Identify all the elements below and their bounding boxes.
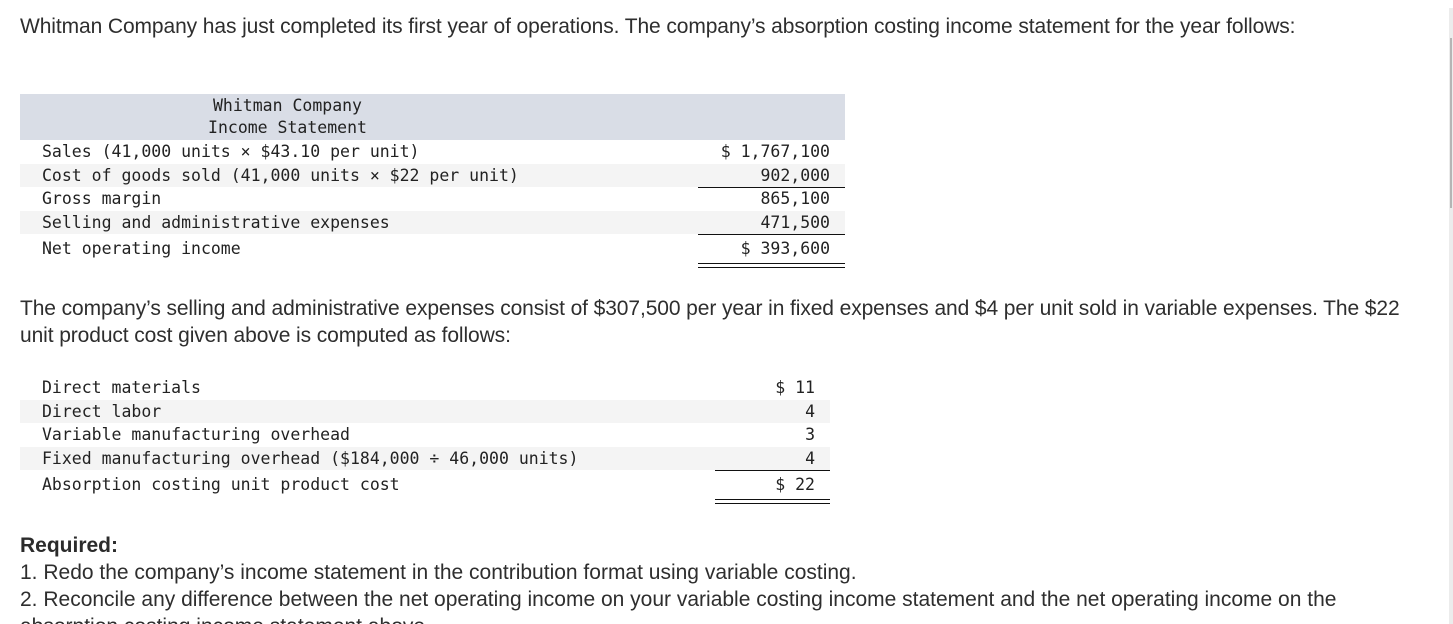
statement-title: Income Statement <box>208 118 367 137</box>
row-amount: 4 <box>805 448 815 468</box>
income-statement-header: Whitman Company Income Statement <box>20 94 845 140</box>
row-label: Fixed manufacturing overhead ($184,000 ÷… <box>42 448 579 468</box>
row-amount: $ 1,767,100 <box>720 142 830 161</box>
row-label: Sales (41,000 units × $43.10 per unit) <box>42 142 420 161</box>
table-row-gross-margin: Gross margin 865,100 <box>20 187 845 211</box>
table-row-unit-product-cost: Absorption costing unit product cost $ 2… <box>20 470 830 504</box>
table-row-variable-overhead: Variable manufacturing overhead 3 <box>20 423 830 447</box>
table-row-selling-admin: Selling and administrative expenses 471,… <box>20 210 845 235</box>
row-label: Selling and administrative expenses <box>42 212 390 232</box>
row-label: Direct materials <box>42 378 201 397</box>
required-heading: Required: <box>20 534 119 557</box>
row-amount: 471,500 <box>760 212 830 232</box>
unit-cost-table: Direct materials $ 11 Direct labor 4 Var… <box>20 376 830 504</box>
row-amount: $ 393,600 <box>740 239 830 258</box>
row-amount: 3 <box>805 425 815 444</box>
row-amount: 902,000 <box>760 165 830 185</box>
row-amount: $ 11 <box>775 378 815 397</box>
scrollbar-thumb[interactable] <box>1450 38 1452 208</box>
table-row-fixed-overhead: Fixed manufacturing overhead ($184,000 ÷… <box>20 446 830 471</box>
required-list: 1. Redo the company’s income statement i… <box>20 559 1400 624</box>
expense-paragraph: The company’s selling and administrative… <box>20 297 1400 347</box>
row-label: Net operating income <box>42 239 241 258</box>
required-item-2: 2. Reconcile any difference between the … <box>20 588 1337 624</box>
required-item-1: 1. Redo the company’s income statement i… <box>20 561 857 584</box>
double-underline <box>715 499 830 504</box>
double-underline <box>698 263 845 268</box>
row-amount: $ 22 <box>775 475 815 494</box>
table-row-sales: Sales (41,000 units × $43.10 per unit) $… <box>20 140 845 164</box>
row-label: Gross margin <box>42 189 162 208</box>
table-row-direct-labor: Direct labor 4 <box>20 399 830 423</box>
row-amount: 865,100 <box>760 189 830 208</box>
table-row-direct-materials: Direct materials $ 11 <box>20 376 830 400</box>
row-label: Cost of goods sold (41,000 units × $22 p… <box>42 165 519 185</box>
intro-paragraph: Whitman Company has just completed its f… <box>20 15 1296 38</box>
table-row-cogs: Cost of goods sold (41,000 units × $22 p… <box>20 163 845 188</box>
income-statement-table: Whitman Company Income Statement Sales (… <box>20 94 845 268</box>
row-amount: 4 <box>805 401 815 421</box>
company-name: Whitman Company <box>212 96 362 115</box>
table-row-net-operating-income: Net operating income $ 393,600 <box>20 234 845 268</box>
vertical-scrollbar[interactable] <box>1449 8 1453 624</box>
row-label: Direct labor <box>42 401 162 421</box>
row-label: Absorption costing unit product cost <box>42 475 400 494</box>
row-label: Variable manufacturing overhead <box>42 425 350 444</box>
